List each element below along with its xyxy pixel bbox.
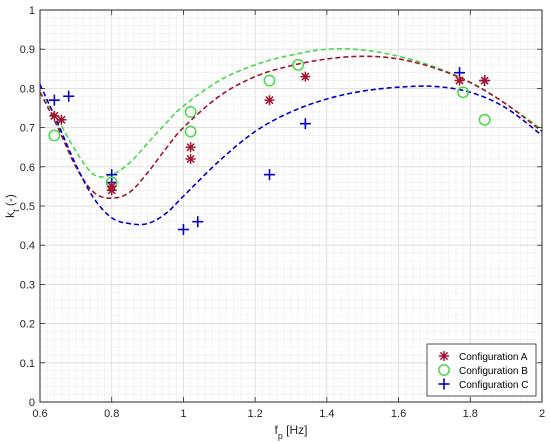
y-tick-label: 0.4 — [20, 240, 35, 252]
data-point-plus — [192, 216, 204, 228]
data-point-circle — [457, 86, 470, 99]
data-point-asterisk — [264, 95, 275, 106]
x-axis-label-unit: [Hz] — [283, 423, 308, 437]
x-tick-label: 1.2 — [247, 408, 262, 420]
data-point-asterisk-d2 — [57, 115, 66, 124]
y-tick-label: 0 — [29, 397, 35, 409]
data-point-circle-shape — [184, 105, 197, 118]
data-point-asterisk-d2 — [265, 96, 274, 105]
legend-marker-asterisk-d2 — [439, 351, 449, 361]
data-point-asterisk — [185, 153, 196, 164]
data-point-asterisk-d2 — [455, 76, 464, 85]
data-point-circle-shape — [184, 125, 197, 138]
legend: Configuration A Configuration B Configur… — [426, 343, 537, 397]
data-point-asterisk-d2 — [301, 72, 310, 81]
y-axis-label-unit: (-) — [3, 194, 17, 209]
legend-marker-circle — [438, 364, 450, 376]
data-point-asterisk-d2 — [107, 186, 116, 195]
data-point-asterisk — [106, 185, 117, 196]
legend-label-b: Configuration B — [459, 366, 528, 377]
fit-curve-2 — [39, 55, 543, 200]
major-grid — [40, 10, 542, 402]
y-tick-label: 0.2 — [20, 319, 35, 331]
data-point-circle-shape — [457, 86, 470, 99]
x-tick-label: 2 — [539, 408, 545, 420]
y-tick-label: 0.7 — [20, 123, 35, 135]
legend-label-c: Configuration C — [459, 380, 528, 391]
y-axis-label-main: k — [3, 211, 17, 218]
data-point-circle — [184, 105, 197, 118]
fit-curves — [39, 47, 543, 226]
y-tick-label: 0.6 — [20, 162, 35, 174]
data-point-circle-shape — [263, 74, 276, 87]
x-axis-label: fp [Hz] — [274, 423, 307, 441]
data-point-plus — [263, 169, 275, 181]
y-tick-label: 0.3 — [20, 279, 35, 291]
data-point-asterisk-d2 — [186, 143, 195, 152]
x-tick-label: 1.4 — [319, 408, 334, 420]
data-point-circle — [48, 129, 61, 142]
x-axis-label-main: f — [274, 423, 278, 437]
y-tick-label: 1 — [29, 5, 35, 17]
data-point-plus — [48, 94, 60, 106]
data-point-asterisk — [49, 110, 60, 121]
x-tick-label: 1.6 — [391, 408, 406, 420]
data-point-asterisk — [479, 75, 490, 86]
y-tick-label: 0.1 — [20, 358, 35, 370]
y-tick-label: 0.5 — [20, 201, 35, 213]
data-markers — [48, 58, 491, 236]
data-point-circle — [184, 125, 197, 138]
data-point-asterisk-d2 — [50, 111, 59, 120]
data-point-circle-shape — [292, 58, 305, 71]
data-point-asterisk-d2 — [186, 154, 195, 164]
legend-marker-circle-shape — [438, 364, 450, 376]
fit-curve-1 — [39, 47, 543, 178]
data-point-plus — [63, 90, 75, 102]
data-point-asterisk — [300, 71, 311, 82]
data-point-circle-shape — [478, 113, 491, 126]
x-tick-label: 0.6 — [32, 408, 47, 420]
legend-marker-plus — [438, 378, 450, 390]
y-axis-label-subscript: t — [11, 209, 21, 212]
legend-marker-asterisk — [439, 351, 449, 361]
data-point-asterisk — [185, 142, 196, 153]
x-tick-label: 1.8 — [463, 408, 478, 420]
y-tick-label: 0.8 — [20, 83, 35, 95]
data-point-circle — [263, 74, 276, 87]
x-axis-label-subscript: p — [278, 431, 283, 441]
data-point-circle — [478, 113, 491, 126]
legend-box — [426, 343, 537, 397]
y-axis-label: kt (-) — [3, 194, 21, 218]
legend-label-a: Configuration A — [459, 352, 528, 363]
ticks — [39, 9, 543, 403]
data-point-asterisk — [56, 114, 67, 125]
x-tick-label: 0.8 — [104, 408, 119, 420]
data-point-asterisk-d2 — [480, 76, 489, 85]
data-point-plus — [177, 224, 189, 236]
data-point-plus — [299, 118, 311, 130]
x-tick-label: 1 — [180, 408, 186, 420]
data-point-asterisk — [454, 75, 465, 86]
y-tick-label: 0.9 — [20, 44, 35, 56]
legend-markers — [438, 351, 450, 390]
tick-labels: 0.6 0.8 1 1.2 1.4 1.6 1.8 2 0 0.1 0.2 0.3 0.4 0.5 0.6 0… — [20, 5, 545, 420]
data-point-circle — [292, 58, 305, 71]
data-point-circle-shape — [48, 129, 61, 142]
